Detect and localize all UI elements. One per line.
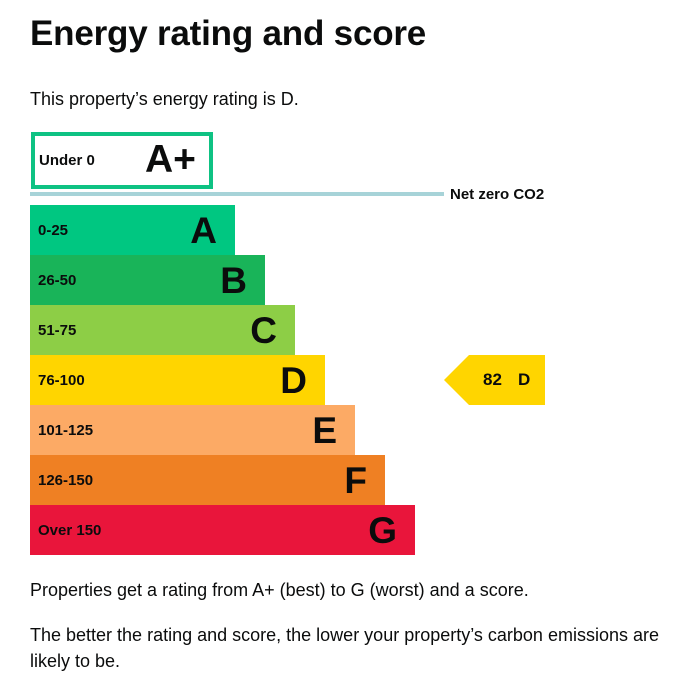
band-range-label: 0-25 xyxy=(38,222,69,239)
arrow-pointer-icon xyxy=(444,355,545,405)
band-range-label: 101-125 xyxy=(38,422,94,439)
current-score: 82 xyxy=(483,370,502,389)
band-c: 51-75 C xyxy=(30,305,295,355)
rating-explanation: Properties get a rating from A+ (best) t… xyxy=(30,580,529,600)
current-rating-letter: D xyxy=(518,370,531,389)
current-rating-pointer: 82 D xyxy=(444,355,545,405)
band-a: 0-25 A xyxy=(30,205,235,255)
band-range-label: 76-100 xyxy=(38,372,85,389)
band-g: Over 150 G xyxy=(30,505,415,555)
band-range-label: 51-75 xyxy=(38,322,77,339)
band-letter: G xyxy=(368,510,397,551)
band-a-plus: Under 0 A+ xyxy=(31,132,213,189)
band-letter: E xyxy=(312,410,337,451)
net-zero-line xyxy=(30,192,444,196)
band-range-label: Over 150 xyxy=(38,522,102,539)
band-b: 26-50 B xyxy=(30,255,265,305)
band-letter: F xyxy=(344,460,367,501)
band-range-label: 26-50 xyxy=(38,272,77,289)
band-letter: D xyxy=(280,360,307,401)
energy-rating-summary: This property’s energy rating is D. xyxy=(30,89,299,109)
net-zero-label: Net zero CO2 xyxy=(450,186,545,203)
page-title: Energy rating and score xyxy=(30,14,427,53)
carbon-emissions-note: The better the rating and score, the low… xyxy=(30,625,659,671)
band-letter: C xyxy=(250,310,277,351)
band-range-label: Under 0 xyxy=(39,152,95,169)
band-letter: A+ xyxy=(145,138,196,181)
band-e: 101-125 E xyxy=(30,405,355,455)
band-letter: B xyxy=(220,260,247,301)
band-d: 76-100 D xyxy=(30,355,325,405)
band-range-label: 126-150 xyxy=(38,472,94,489)
band-f: 126-150 F xyxy=(30,455,385,505)
band-letter: A xyxy=(190,210,217,251)
